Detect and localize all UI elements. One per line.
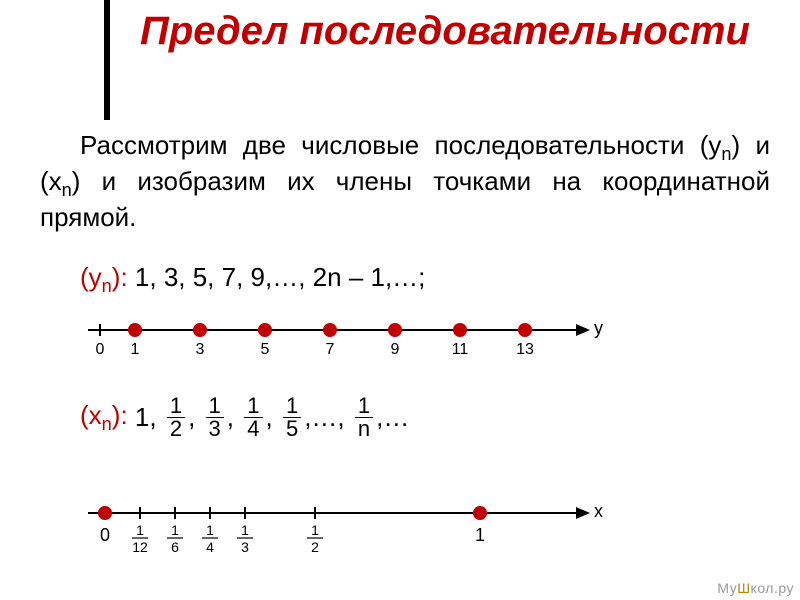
wm-post: кол.ру xyxy=(751,580,794,596)
seq-x-close: ): xyxy=(112,400,128,430)
intro-paragraph: Рассмотрим две числовые последовательнос… xyxy=(40,130,770,233)
svg-text:9: 9 xyxy=(391,341,400,358)
svg-text:x: x xyxy=(594,501,603,521)
seq-x-values: 1, 12, 13, 14, 15,…, 1n,… xyxy=(135,395,409,440)
svg-text:3: 3 xyxy=(196,341,205,358)
axis-y-svg: y0135791113 xyxy=(80,310,640,370)
svg-text:11: 11 xyxy=(452,341,469,358)
svg-text:7: 7 xyxy=(326,341,335,358)
wm-pre: Му xyxy=(717,580,737,596)
svg-text:2: 2 xyxy=(311,539,319,555)
svg-text:1: 1 xyxy=(131,341,140,358)
watermark: МуШкол.ру xyxy=(717,580,794,596)
svg-text:13: 13 xyxy=(516,341,534,358)
number-line-x: x0112161413121 xyxy=(80,495,640,565)
svg-text:12: 12 xyxy=(132,539,148,555)
seq-x-sub: n xyxy=(102,415,112,435)
seq-y-open: (у xyxy=(80,262,102,292)
svg-text:1: 1 xyxy=(475,525,485,545)
svg-text:4: 4 xyxy=(206,539,214,555)
sequence-x-definition: (хn): 1, 12, 13, 14, 15,…, 1n,… xyxy=(80,395,409,440)
svg-text:6: 6 xyxy=(171,539,179,555)
svg-text:1: 1 xyxy=(171,522,179,538)
number-line-y: y0135791113 xyxy=(80,310,640,370)
svg-text:1: 1 xyxy=(311,522,319,538)
svg-text:5: 5 xyxy=(261,341,270,358)
axis-x-svg: x0112161413121 xyxy=(80,495,640,565)
para-part1: Рассмотрим две числовые последовательнос… xyxy=(80,130,721,160)
slide-title: Предел последовательности xyxy=(120,8,770,54)
seq-x-open: (х xyxy=(80,400,102,430)
svg-text:y: y xyxy=(594,318,603,338)
seq-y-values: 1, 3, 5, 7, 9,…, 2n – 1,…; xyxy=(128,262,426,292)
para-sub2: n xyxy=(62,180,72,200)
svg-text:3: 3 xyxy=(241,539,249,555)
para-sub1: n xyxy=(721,144,731,164)
para-mid2: ) и изобразим их члены точками на коорди… xyxy=(40,166,770,232)
svg-text:0: 0 xyxy=(96,341,105,358)
svg-text:1: 1 xyxy=(136,522,144,538)
sequence-y-definition: (уn): 1, 3, 5, 7, 9,…, 2n – 1,…; xyxy=(80,262,425,297)
vertical-divider xyxy=(104,0,110,120)
seq-y-close: ): xyxy=(112,262,128,292)
svg-text:1: 1 xyxy=(241,522,249,538)
wm-g: Ш xyxy=(737,580,750,596)
seq-y-sub: n xyxy=(102,276,112,296)
svg-text:0: 0 xyxy=(100,525,110,545)
svg-text:1: 1 xyxy=(206,522,214,538)
